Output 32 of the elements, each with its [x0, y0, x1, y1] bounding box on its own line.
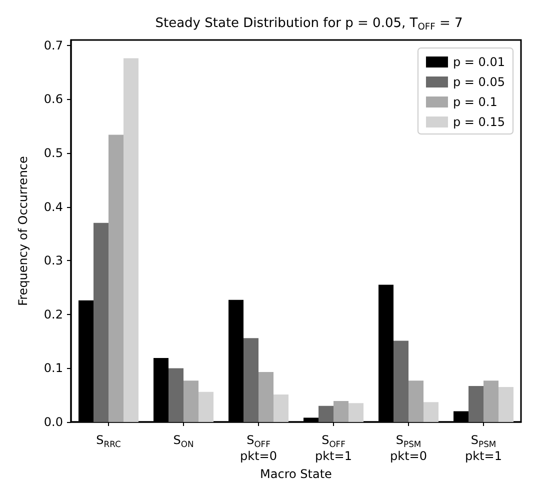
legend-label: p = 0.1: [452, 95, 498, 109]
bar: [274, 394, 288, 422]
legend-label: p = 0.15: [452, 115, 506, 129]
bar: [318, 406, 334, 422]
y-tick-label: 0.0: [44, 415, 63, 429]
y-tick-label: 0.6: [44, 92, 63, 106]
bar: [348, 403, 364, 422]
bar: [484, 380, 498, 422]
bar: [94, 222, 108, 422]
y-tick-label: 0.5: [44, 146, 63, 160]
y-tick-label: 0.3: [44, 254, 63, 268]
bar: [168, 368, 184, 422]
bar: [334, 401, 348, 422]
bar: [244, 338, 258, 422]
bar: [424, 402, 438, 422]
bar: [184, 380, 198, 422]
x-axis-title: Macro State: [260, 467, 332, 481]
y-tick-label: 0.7: [44, 38, 63, 52]
bar: [408, 380, 424, 422]
legend-label: p = 0.05: [452, 75, 506, 89]
y-tick-label: 0.4: [44, 200, 63, 214]
bar: [124, 58, 138, 422]
bar: [394, 340, 408, 422]
y-tick-label: 0.1: [44, 361, 63, 376]
bar: [498, 387, 514, 422]
bar: [108, 134, 124, 422]
y-tick-label: 0.2: [44, 307, 63, 322]
legend-label: p = 0.01: [452, 55, 506, 69]
bar: [468, 386, 484, 422]
y-axis-title: Frequency of Occurrence: [16, 156, 30, 306]
bar: [258, 372, 274, 422]
bar: [198, 392, 214, 422]
